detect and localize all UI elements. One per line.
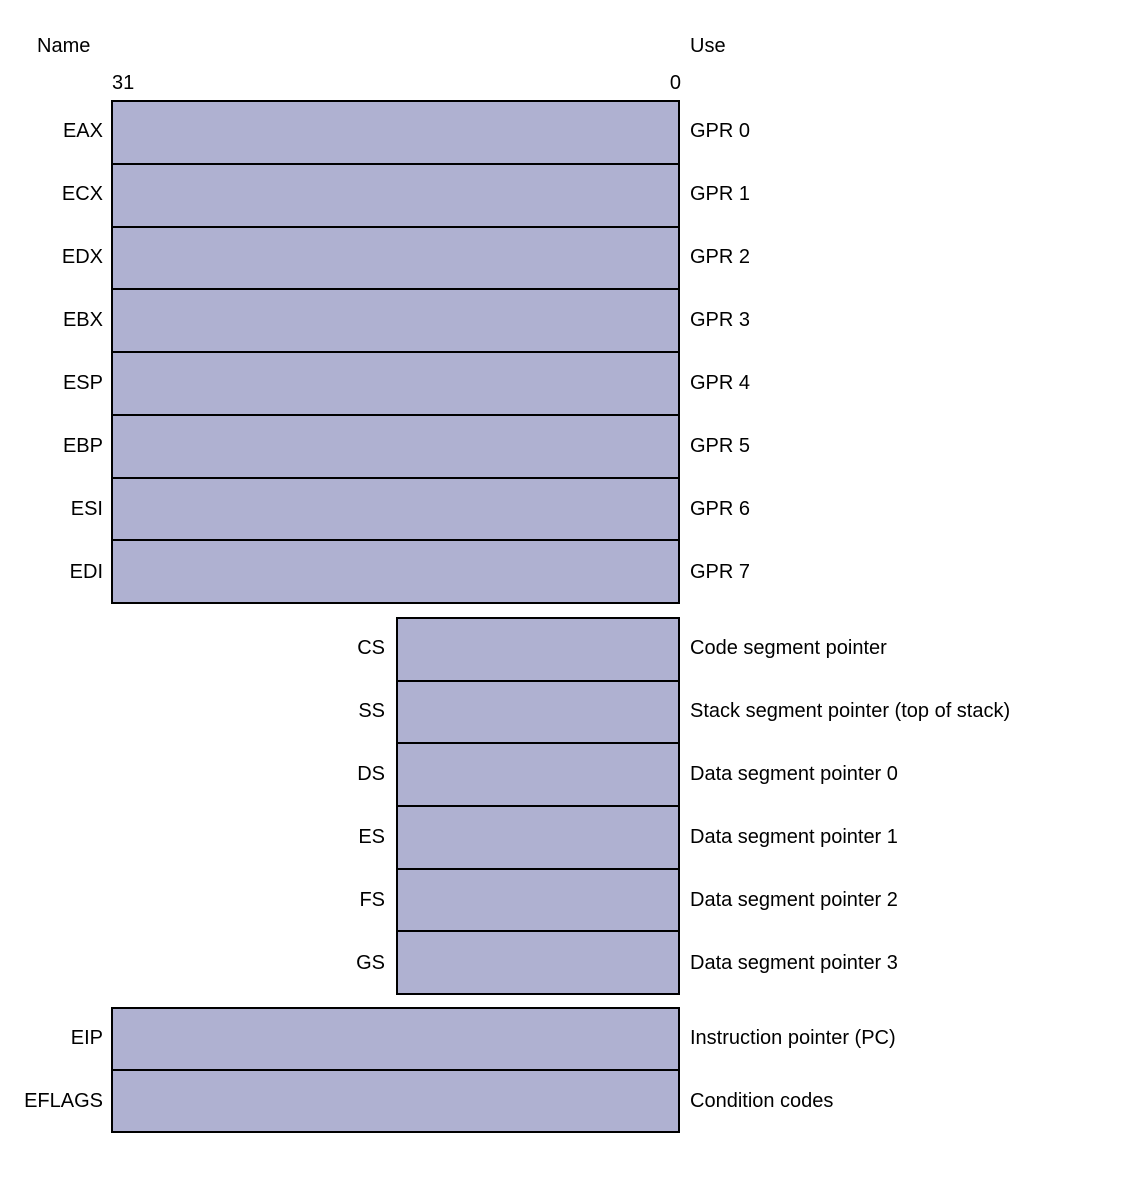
register-name-label: EBP [62,435,103,457]
register-cell-esi [113,476,678,540]
register-name-label: ESI [70,498,103,520]
register-name-label: ES [358,826,385,848]
name-column-header: Name [37,35,91,57]
register-name-label: ESP [62,372,103,394]
register-cell-es [398,805,678,868]
register-cell-eflags [113,1069,678,1131]
register-use-label: GPR 3 [690,309,751,331]
segment-use-labels: Code segment pointer Stack segment point… [690,617,1124,995]
register-name-label: FS [359,889,385,911]
register-use-label: GPR 4 [690,372,751,394]
bit-31-label: 31 [112,72,135,94]
use-column-header: Use [690,35,726,57]
register-cell-ebx [113,288,678,351]
register-use-label: GPR 2 [690,246,751,268]
register-cell-esp [113,351,678,414]
register-name-label: EBX [62,309,103,331]
gpr-name-labels: EAX ECX EDX EBX ESP EBP ESI EDI [0,100,103,604]
register-cell-edx [113,225,678,289]
register-name-label: ECX [61,183,103,205]
register-use-label: Data segment pointer 3 [690,952,898,974]
register-cell-ss [398,679,678,743]
register-cell-edi [113,539,678,602]
register-cell-ebp [113,413,678,477]
special-register-box [111,1007,680,1133]
register-name-label: DS [357,763,385,785]
segment-register-box [396,617,680,995]
register-cell-fs [398,867,678,931]
register-cell-ecx [113,162,678,226]
register-use-label: Stack segment pointer (top of stack) [690,700,1011,722]
gpr-register-box [111,100,680,604]
register-use-label: GPR 7 [690,561,751,583]
register-cell-ds [398,742,678,805]
register-use-label: Code segment pointer [690,637,887,659]
register-cell-cs [398,619,678,680]
register-cell-gs [398,930,678,993]
register-name-label: EFLAGS [24,1090,103,1112]
register-use-label: Instruction pointer (PC) [690,1027,896,1049]
register-name-label: CS [357,637,385,659]
register-use-label: Condition codes [690,1090,834,1112]
register-name-label: GS [356,952,385,974]
register-use-label: Data segment pointer 0 [690,763,898,785]
special-use-labels: Instruction pointer (PC) Condition codes [690,1007,1124,1133]
gpr-use-labels: GPR 0 GPR 1 GPR 2 GPR 3 GPR 4 GPR 5 GPR … [690,100,1120,604]
special-name-labels: EIP EFLAGS [0,1007,103,1133]
register-use-label: GPR 5 [690,435,751,457]
register-name-label: EDX [61,246,103,268]
register-name-label: EIP [70,1027,103,1049]
register-use-label: GPR 0 [690,120,751,142]
bit-0-label: 0 [669,72,681,94]
register-use-label: GPR 6 [690,498,751,520]
register-name-label: EDI [69,561,103,583]
register-use-label: GPR 1 [690,183,751,205]
register-name-label: SS [358,700,385,722]
register-cell-eip [113,1009,678,1069]
register-use-label: Data segment pointer 2 [690,889,898,911]
segment-name-labels: CS SS DS ES FS GS [0,617,385,995]
register-name-label: EAX [62,120,103,142]
register-cell-eax [113,102,678,163]
register-use-label: Data segment pointer 1 [690,826,898,848]
